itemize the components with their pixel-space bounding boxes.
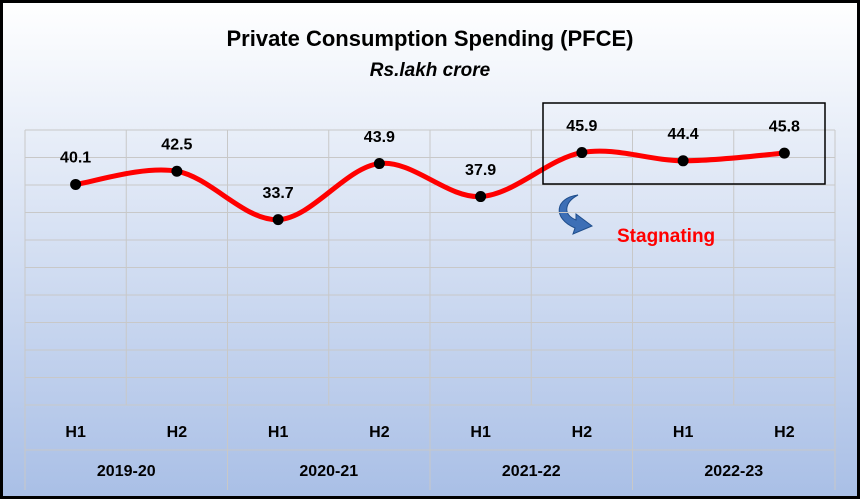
point (272, 214, 284, 226)
x-tick-label: H1 (65, 424, 86, 441)
value-label: 33.7 (263, 185, 294, 202)
value-label: 37.9 (465, 162, 496, 179)
annotation: Stagnating (617, 226, 715, 247)
line (75, 148, 785, 223)
point (475, 191, 487, 203)
x-tick-label: H2 (369, 424, 390, 441)
value-label: 43.9 (364, 129, 395, 146)
point (70, 178, 82, 190)
chart-title: Private Consumption Spending (PFCE) (226, 26, 633, 51)
arrow-icon (558, 194, 593, 235)
group-label: 2019-20 (97, 463, 156, 480)
highlight-box (542, 102, 826, 185)
point (677, 155, 689, 167)
x-tick-label: H2 (572, 424, 593, 441)
point (171, 165, 183, 177)
value-label: 40.1 (60, 150, 91, 167)
x-tick-label: H1 (268, 424, 289, 441)
group-label: 2020-21 (299, 463, 358, 480)
x-tick-label: H1 (673, 424, 694, 441)
point (778, 147, 790, 159)
point (576, 147, 588, 159)
group-label: 2021-22 (502, 463, 561, 480)
x-tick-label: H2 (774, 424, 795, 441)
value-label: 42.5 (161, 136, 192, 153)
x-tick-label: H1 (470, 424, 491, 441)
x-tick-label: H2 (167, 424, 188, 441)
value-label: 44.4 (668, 126, 699, 143)
value-label: 45.9 (566, 118, 597, 135)
chart-subtitle: Rs.lakh crore (370, 60, 491, 81)
value-label: 45.8 (769, 118, 800, 135)
group-label: 2022-23 (704, 463, 763, 480)
point (373, 158, 385, 170)
